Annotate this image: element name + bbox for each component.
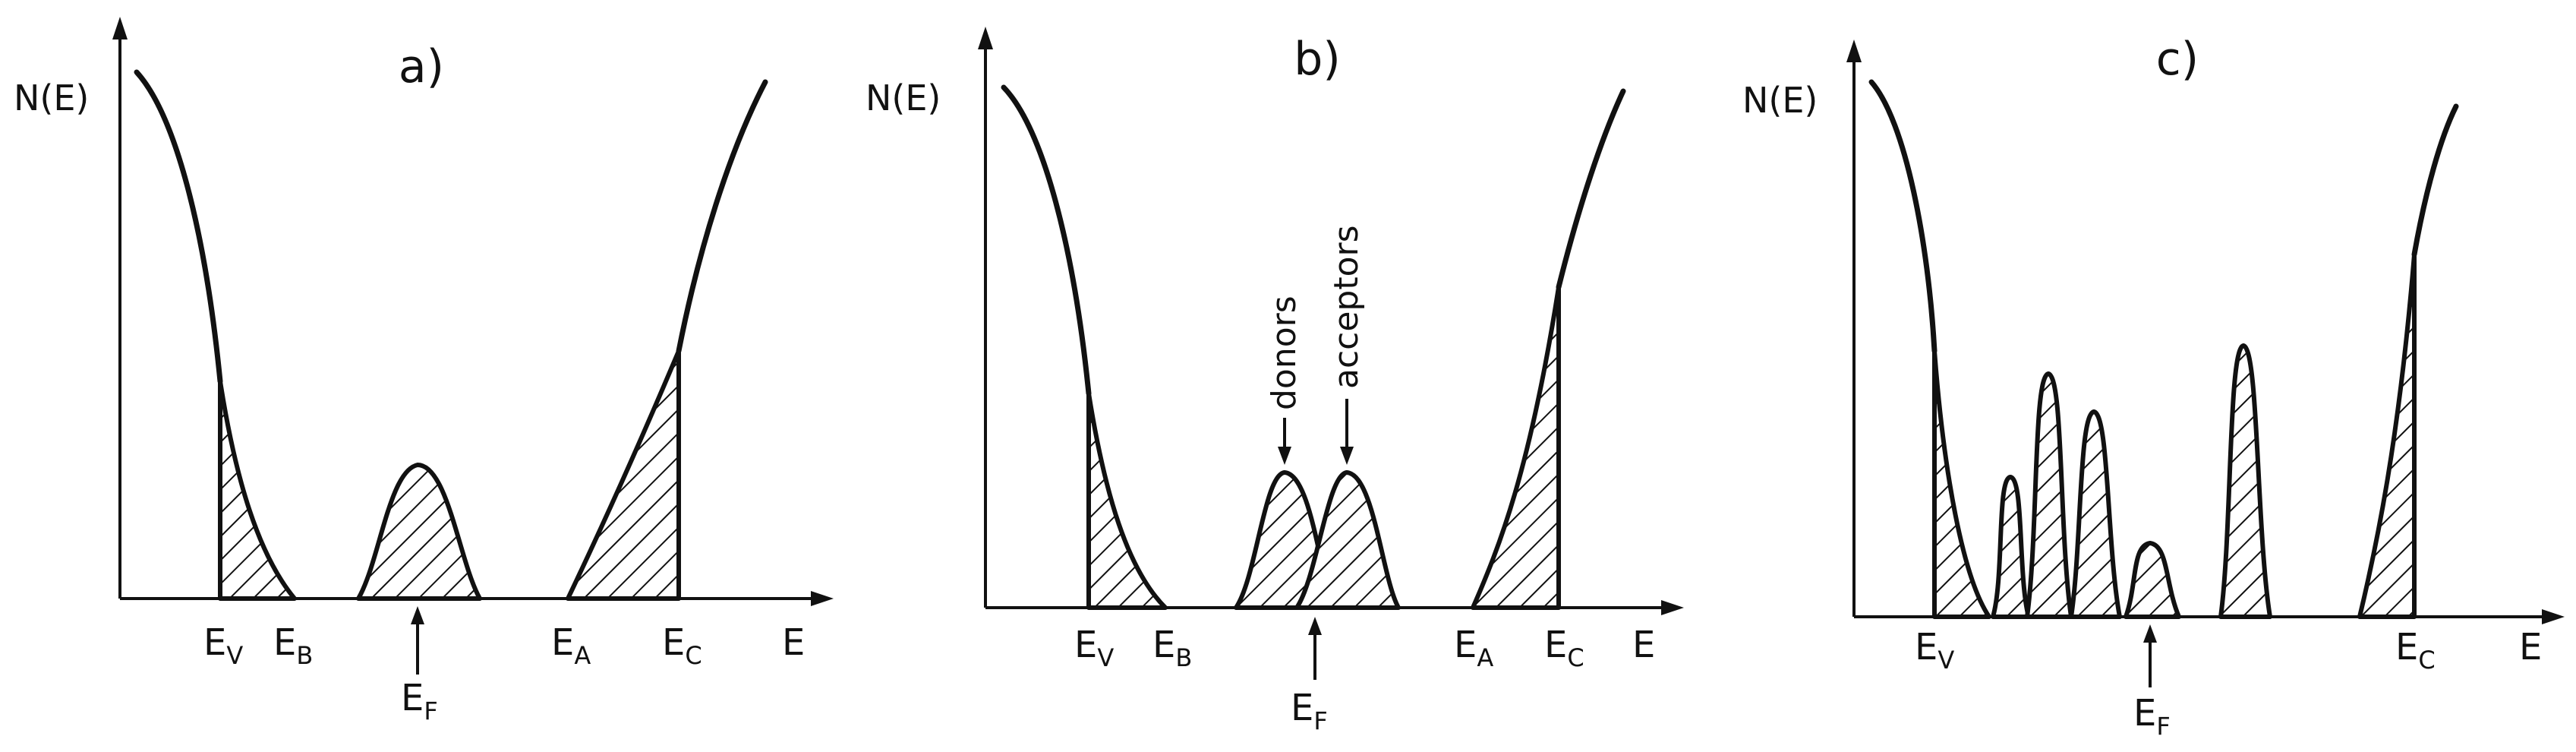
- panel-a-fermi-arrowhead: [411, 606, 424, 624]
- panel-b-fermi-arrowhead: [1308, 617, 1322, 635]
- panel-c-y-axis-label: N(E): [1742, 80, 1818, 121]
- panel-b-valence-curve: [1001, 84, 1092, 397]
- panel-a-level-c: EC: [662, 621, 702, 670]
- panel-a-level-v: EV: [203, 621, 243, 670]
- panel-b-level-c: EC: [1544, 624, 1584, 672]
- panel-b: b) N(E) donors acceptors EV EB EA EC E E…: [865, 27, 1684, 735]
- panel-c-fermi-label: EF: [2133, 692, 2171, 741]
- panel-c-peak-4: [2124, 541, 2181, 619]
- panel-a-conduction-shaded: [566, 349, 681, 601]
- panel-c-valence-curve: [1868, 79, 1938, 354]
- panel-c-y-axis-arrow: [1846, 39, 1862, 62]
- panel-c-level-c: EC: [2395, 626, 2436, 675]
- panel-b-level-b: EB: [1152, 624, 1192, 672]
- panel-a-y-axis-arrow: [112, 17, 128, 39]
- panel-b-x-axis-label: E: [1632, 624, 1655, 666]
- panel-b-donors-label: donors: [1265, 295, 1304, 410]
- panel-b-x-axis-arrow: [1661, 600, 1684, 615]
- panel-b-y-axis-arrow: [978, 27, 993, 49]
- panel-c-fermi-arrowhead: [2143, 624, 2157, 643]
- panel-a-level-a: EA: [551, 621, 591, 670]
- panel-b-title: b): [1294, 33, 1341, 86]
- panel-b-acceptors-arrowhead: [1340, 447, 1354, 465]
- panel-c-peak-2: [2025, 371, 2073, 619]
- panel-b-y-axis-label: N(E): [865, 77, 941, 118]
- panel-c-valence-shaded: [1932, 349, 1991, 619]
- panel-b-fermi-label: EF: [1291, 687, 1328, 735]
- panel-c-x-axis-label: E: [2519, 626, 2542, 668]
- panel-c-x-axis-arrow: [2542, 609, 2565, 624]
- panel-c-peak-3: [2069, 409, 2122, 619]
- panel-c-level-v: EV: [1915, 626, 1954, 675]
- panel-a-valence-curve: [134, 69, 223, 384]
- panel-c-peak-1: [1991, 475, 2031, 619]
- panel-b-acceptors-label: acceptors: [1327, 225, 1366, 389]
- panel-a-fermi-label: EF: [401, 677, 438, 725]
- panel-a: a) N(E) EV EB EA EC E EF: [14, 17, 834, 725]
- panel-b-acceptor-peak: [1294, 470, 1401, 610]
- panel-a-fermi-peak: [356, 463, 482, 601]
- panel-b-conduction-curve: [1556, 88, 1626, 290]
- panel-a-y-axis-label: N(E): [14, 77, 89, 118]
- panel-b-conduction-shaded: [1471, 285, 1561, 610]
- panel-a-valence-shaded: [218, 379, 297, 601]
- panel-a-title: a): [399, 40, 444, 93]
- panel-a-x-axis-label: E: [782, 621, 805, 664]
- panel-b-level-v: EV: [1074, 624, 1114, 672]
- panel-c: c) N(E) EV EC E EF: [1742, 33, 2565, 741]
- panel-c-title: c): [2156, 33, 2199, 86]
- panel-a-level-b: EB: [273, 621, 313, 670]
- panel-b-donors-arrowhead: [1278, 447, 1291, 465]
- panel-b-level-a: EA: [1454, 624, 1493, 672]
- panel-c-conduction-curve: [2411, 103, 2459, 258]
- panel-c-conduction-shaded: [2357, 252, 2417, 619]
- panel-b-valence-shaded: [1086, 391, 1168, 610]
- panel-c-peak-5: [2218, 343, 2272, 619]
- panel-a-x-axis-arrow: [811, 591, 834, 606]
- panel-a-conduction-curve: [676, 79, 768, 354]
